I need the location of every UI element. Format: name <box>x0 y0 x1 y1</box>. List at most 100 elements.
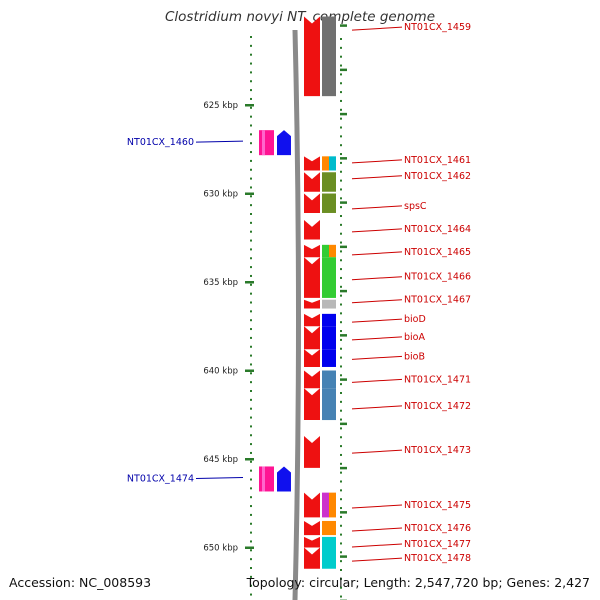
minor-tick-left <box>250 363 252 366</box>
minor-tick-left <box>250 151 252 154</box>
minor-tick-left <box>250 310 252 313</box>
forward-gene-label: NT01CX_1472 <box>404 401 471 412</box>
minor-tick-right <box>340 294 342 297</box>
minor-tick-left <box>250 159 252 162</box>
label-leader-line <box>351 276 403 281</box>
minor-tick-right <box>340 462 342 465</box>
label-leader-line <box>351 557 403 562</box>
forward-gene-label: NT01CX_1475 <box>404 500 471 511</box>
minor-tick-right <box>340 64 342 67</box>
minor-tick-right <box>340 241 342 244</box>
minor-tick-right <box>340 480 342 483</box>
label-leader-line <box>351 543 403 548</box>
cog-block-forward <box>322 370 336 389</box>
label-leader-line <box>351 251 403 256</box>
minor-tick-right <box>340 453 342 456</box>
minor-tick-right <box>340 569 342 571</box>
cog-block-forward <box>322 299 336 309</box>
forward-gene-label: NT01CX_1462 <box>404 171 471 182</box>
major-tick-left <box>245 104 254 107</box>
forward-gene-label: bioB <box>404 351 425 362</box>
minor-tick-right <box>340 144 342 147</box>
cog-block-forward <box>322 326 336 350</box>
gene-arrow-forward <box>304 313 320 327</box>
cog-block-forward <box>322 244 329 258</box>
minor-tick-left <box>250 416 252 419</box>
cog-block-forward <box>322 520 336 536</box>
minor-tick-left <box>250 390 252 392</box>
minor-tick-right <box>340 595 342 598</box>
scale-label: 625 kbp <box>203 101 238 111</box>
minor-tick-left <box>250 398 252 401</box>
gene-arrow-forward <box>304 435 320 468</box>
minor-tick-left <box>250 186 252 189</box>
minor-tick-left <box>250 97 252 100</box>
gene-arrow-forward <box>304 536 320 548</box>
genome-backbone <box>292 29 301 600</box>
minor-tick-right <box>340 250 342 253</box>
minor-tick-right <box>340 99 342 102</box>
minor-tick-right <box>340 515 342 518</box>
minor-tick-left <box>250 434 252 437</box>
gene-arrow-forward <box>304 172 320 192</box>
minor-tick-left <box>250 505 252 508</box>
minor-tick-right <box>340 533 342 536</box>
minor-tick-right <box>340 418 342 421</box>
minor-tick-left <box>250 567 252 569</box>
minor-tick-left <box>250 345 252 348</box>
minor-tick-right <box>340 312 342 315</box>
minor-tick-left <box>250 266 252 269</box>
minor-tick-left <box>250 62 252 65</box>
minor-tick-right <box>340 215 342 217</box>
gene-arrow-forward <box>304 299 320 309</box>
minor-tick-left <box>250 522 252 525</box>
minor-tick-left <box>250 558 252 561</box>
major-tick-right <box>340 378 347 381</box>
minor-tick-left <box>250 89 252 92</box>
minor-tick-right <box>340 427 342 430</box>
minor-tick-left <box>250 44 252 47</box>
scale-label: 650 kbp <box>203 544 238 554</box>
minor-tick-right <box>340 321 342 324</box>
map-title: Clostridium novyi NT, complete genome <box>164 9 436 25</box>
minor-tick-left <box>250 540 252 543</box>
gene-arrow-forward <box>304 547 320 569</box>
major-tick-left <box>245 458 254 461</box>
cog-stripe <box>262 130 265 156</box>
minor-tick-right <box>340 383 342 386</box>
accession-label: Accession: NC_008593 <box>9 575 152 590</box>
minor-tick-right <box>340 507 342 510</box>
minor-tick-right <box>340 259 342 262</box>
gene-arrow-forward <box>304 388 320 421</box>
minor-tick-right <box>340 232 342 235</box>
minor-tick-left <box>250 531 252 534</box>
minor-tick-left <box>250 115 252 118</box>
gene-arrow-forward <box>304 492 320 518</box>
cog-block-reverse <box>259 130 274 156</box>
minor-tick-right <box>340 126 342 129</box>
label-leader-line <box>351 405 403 410</box>
topology-label: Topology: circular; Length: 2,547,720 bp… <box>246 575 590 590</box>
cog-block-forward <box>322 193 336 213</box>
cog-block-forward <box>329 156 336 171</box>
cog-block-forward <box>322 257 336 298</box>
major-tick-right <box>340 24 347 27</box>
minor-tick-left <box>250 301 252 304</box>
minor-tick-right <box>340 223 342 226</box>
minor-tick-left <box>250 248 252 251</box>
major-tick-right <box>340 68 347 72</box>
minor-tick-left <box>250 257 252 260</box>
major-tick-right <box>340 334 347 337</box>
minor-tick-left <box>250 274 252 277</box>
scale-label: 635 kbp <box>203 278 238 288</box>
major-tick-right <box>340 555 347 558</box>
minor-tick-left <box>250 292 252 295</box>
minor-tick-left <box>250 336 252 339</box>
minor-tick-left <box>250 106 252 109</box>
scale-label: 640 kbp <box>203 367 238 377</box>
minor-tick-right <box>340 560 342 563</box>
minor-tick-right <box>340 82 342 85</box>
label-leader-line <box>195 476 244 479</box>
reverse-gene-label: NT01CX_1474 <box>127 473 194 484</box>
